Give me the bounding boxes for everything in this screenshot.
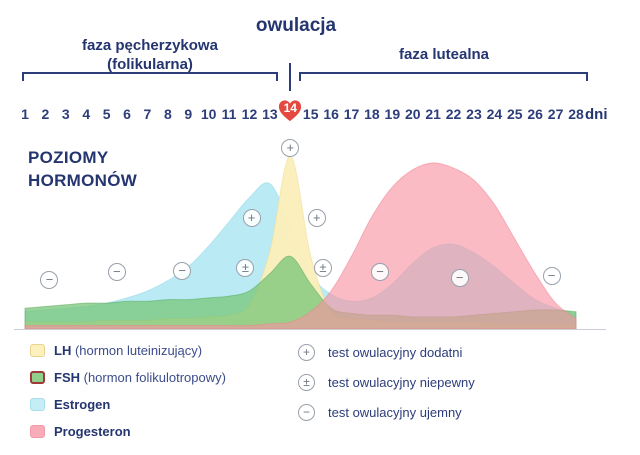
day-label: 10 (200, 106, 217, 122)
hormone-levels-line2: HORMONÓW (28, 170, 138, 190)
legend-label: FSH (hormon folikulotropowy) (54, 369, 226, 385)
test-marker: − (542, 267, 561, 285)
legend-item-lh: LH (hormon luteinizujący) (30, 341, 226, 359)
day-label: 19 (384, 106, 401, 122)
day-label: 25 (506, 106, 523, 122)
day-label: 20 (404, 106, 421, 122)
test-marker: − (450, 269, 469, 287)
day-label: 24 (486, 106, 503, 122)
day-label: 1 (21, 106, 29, 122)
test-legend-item: ± test owulacyjny niepewny (298, 373, 475, 391)
test-legend-label: test owulacyjny ujemny (328, 404, 462, 420)
day-label: 5 (102, 106, 111, 122)
test-marker: + (307, 209, 326, 227)
chart-baseline (14, 329, 606, 330)
hormone-levels-label: POZIOMY HORMONÓW (28, 147, 137, 193)
day-label: 23 (466, 106, 482, 122)
day-label: 2 (41, 106, 50, 122)
test-legend-item: + test owulacyjny dodatni (298, 343, 475, 361)
day-label: 14 (283, 101, 297, 115)
day-label-highlight: 14 (276, 96, 304, 123)
legend-label: LH (hormon luteinizujący) (54, 342, 203, 358)
test-legend-label: test owulacyjny dodatni (328, 344, 463, 360)
luteal-phase-label: faza lutealna (398, 46, 490, 63)
follicular-phase-line2: (folikularna) (107, 55, 193, 73)
test-marker: + (242, 209, 261, 227)
day-label: 28 (568, 106, 584, 122)
ovulation-title: owulacja (255, 15, 337, 36)
test-symbol-icon: ± (298, 373, 315, 391)
day-label: 9 (184, 106, 193, 122)
test-legend: + test owulacyjny dodatni ± test owulacyjny… (298, 343, 475, 421)
luteal-phase-bracket (299, 72, 588, 81)
day-label: 13 (262, 106, 278, 122)
day-label: 21 (425, 106, 441, 122)
legend-label: Progesteron (54, 423, 131, 439)
test-marker: − (173, 262, 192, 280)
legend-item-fsh: FSH (hormon folikulotropowy) (30, 368, 226, 386)
hormone-levels-line1: POZIOMY (28, 148, 109, 167)
test-marker: ± (313, 259, 332, 277)
test-legend-label: test owulacyjny niepewny (328, 374, 475, 390)
day-label: 16 (323, 106, 339, 122)
test-marker: − (107, 263, 126, 281)
legend-swatch (30, 343, 45, 357)
days-unit-label: dni (585, 106, 608, 123)
day-label: 12 (241, 106, 258, 122)
day-label: 26 (527, 106, 543, 122)
legend-swatch (30, 424, 45, 438)
legend-swatch (30, 370, 45, 384)
day-label: 18 (364, 106, 380, 122)
day-label: 17 (343, 106, 360, 122)
follicular-phase-bracket (22, 72, 278, 81)
follicular-phase-line1: faza pęcherzykowa (82, 37, 218, 54)
test-marker: + (281, 139, 300, 157)
day-label: 6 (123, 106, 131, 122)
day-label: 27 (547, 106, 564, 122)
test-symbol-icon: + (298, 343, 315, 361)
day-label: 22 (445, 106, 462, 122)
legend-item-estrogen: Estrogen (30, 395, 226, 413)
day-label: 11 (221, 106, 237, 122)
day-label: 4 (82, 106, 91, 122)
legend-label: Estrogen (54, 396, 111, 412)
day-label: 7 (143, 106, 152, 122)
test-marker: − (371, 263, 390, 281)
heart-icon (279, 100, 302, 122)
curve-progesteron (24, 162, 577, 330)
day-label: 8 (163, 106, 172, 122)
test-marker: ± (236, 259, 255, 277)
legend-swatch (30, 397, 45, 411)
legend-item-progesteron: Progesteron (30, 422, 226, 440)
day-label: 15 (302, 106, 319, 122)
ovulation-tick (289, 63, 291, 91)
hormone-legend: LH (hormon luteinizujący) FSH (hormon fol… (30, 341, 226, 440)
test-symbol-icon: − (298, 403, 315, 421)
day-label: 3 (61, 106, 70, 122)
test-legend-item: − test owulacyjny ujemny (298, 403, 475, 421)
follicular-phase-label: faza pęcherzykowa (folikularna) (55, 37, 245, 75)
test-marker: − (40, 271, 59, 289)
